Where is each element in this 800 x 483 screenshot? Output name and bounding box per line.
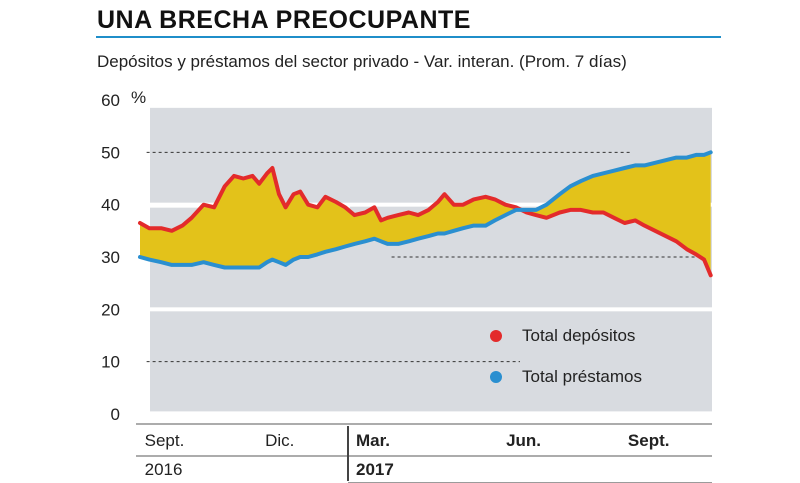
- x-tick-label: Sept.: [145, 431, 185, 450]
- y-tick-label: 10: [101, 353, 120, 372]
- series-line-depositos: [138, 166, 713, 278]
- gap-area: [140, 152, 711, 276]
- x-year-label: 2017: [356, 460, 394, 479]
- legend-label: Total préstamos: [522, 367, 642, 386]
- legend-label: Total depósitos: [522, 326, 635, 345]
- y-axis: 0 10 20 30 40 50 60%: [101, 88, 146, 424]
- x-tick-label: Dic.: [265, 431, 294, 450]
- chart-subtitle: Depósitos y préstamos del sector privado…: [97, 52, 627, 71]
- legend: Total depósitos Total préstamos: [490, 326, 642, 386]
- x-year-label: 2016: [145, 460, 183, 479]
- y-tick-label: 50: [101, 143, 120, 162]
- y-tick-label: 30: [101, 248, 120, 267]
- x-axis: Sept. 2016 Dic. Mar. 2017 Jun. Sept.: [136, 423, 712, 483]
- series-lines: [138, 150, 713, 278]
- x-tick-label: Mar.: [356, 431, 390, 450]
- legend-marker: [490, 330, 502, 342]
- y-tick-label: 40: [101, 196, 120, 215]
- x-tick-label: Sept.: [628, 431, 670, 450]
- y-tick-label: 0: [111, 405, 120, 424]
- title-rule: [96, 36, 721, 38]
- y-tick-label: 60: [101, 91, 120, 110]
- legend-marker: [490, 371, 502, 383]
- reference-lines: [146, 151, 695, 363]
- y-unit-label: %: [131, 88, 146, 107]
- chart-title: UNA BRECHA PREOCUPANTE: [97, 6, 471, 34]
- y-tick-label: 20: [101, 300, 120, 319]
- series-line-prestamos: [138, 150, 713, 270]
- x-tick-label: Jun.: [506, 431, 541, 450]
